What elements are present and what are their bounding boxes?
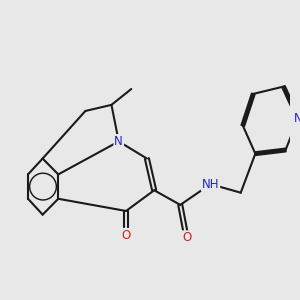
Text: N: N — [114, 135, 123, 148]
Text: N: N — [294, 112, 300, 125]
Text: O: O — [122, 229, 131, 242]
Text: O: O — [182, 231, 191, 244]
Text: NH: NH — [202, 178, 219, 190]
